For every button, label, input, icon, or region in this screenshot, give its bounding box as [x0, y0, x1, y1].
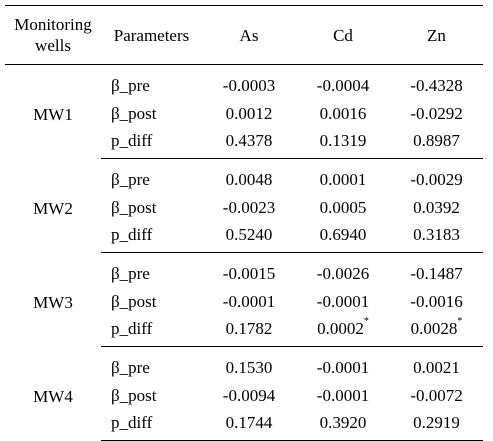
header-monitoring-wells: Monitoring wells [5, 5, 101, 65]
significance-mark: * [457, 316, 463, 327]
cd-cell: 0.0001 [319, 169, 367, 189]
as-cell: 0.0012 [225, 103, 273, 123]
as-cell: 0.1782 [202, 315, 296, 347]
param-cell: p_diff [101, 221, 202, 253]
zn-cell: -0.4328 [410, 75, 463, 95]
header-well-line1: Monitoring [14, 15, 92, 34]
zn-cell: 0.0392 [413, 197, 460, 217]
as-cell: -0.0094 [222, 385, 276, 405]
table-row: MW4 β_pre 0.1530 -0.0001 0.0021 [5, 347, 483, 405]
cd-cell: -0.0026 [316, 263, 370, 283]
as-cell: -0.0003 [222, 75, 276, 95]
param-cell: β_post [111, 385, 157, 405]
cd-cell: -0.0001 [316, 357, 370, 377]
table-row: MW3 β_pre -0.0015 -0.0026 -0.1487 [5, 253, 483, 311]
zn-cell: -0.1487 [410, 263, 463, 283]
cd-cell: 0.0016 [319, 103, 367, 123]
table-row: p_diff 0.4378 0.1319 0.8987 [5, 127, 483, 159]
cd-cell: -0.0001 [316, 385, 370, 405]
as-cell: -0.0001 [222, 291, 276, 311]
cd-cell: 0.6940 [296, 221, 390, 253]
well-label: MW2 [33, 199, 73, 218]
cd-cell: 0.0005 [319, 197, 367, 217]
table-row: MW2 β_pre 0.0048 0.0001 -0.0029 [5, 159, 483, 217]
cd-cell: 0.0002* [296, 315, 390, 347]
cd-cell: -0.0001 [316, 291, 370, 311]
as-cell: 0.4378 [202, 127, 296, 159]
zn-cell: 0.8987 [390, 127, 483, 159]
results-table: Monitoring wells Parameters As Cd Zn MW1… [5, 5, 483, 441]
table-row: p_diff 0.1782 0.0002* 0.0028* [5, 315, 483, 347]
header-cd: Cd [296, 5, 390, 65]
cd-cell: 0.3920 [296, 409, 390, 441]
cd-cell: -0.0004 [316, 75, 370, 95]
zn-cell: -0.0016 [410, 291, 463, 311]
zn-cell: 0.0028* [390, 315, 483, 347]
table-row: MW1 β_pre -0.0003 -0.0004 -0.4328 [5, 65, 483, 124]
as-cell: 0.5240 [202, 221, 296, 253]
header-parameters: Parameters [101, 5, 202, 65]
zn-cell: 0.0021 [413, 357, 460, 377]
zn-cell: -0.0072 [410, 385, 463, 405]
param-cell: β_pre [111, 263, 150, 283]
well-label: MW1 [33, 105, 73, 125]
param-cell: β_post [111, 103, 157, 123]
zn-cell: 0.2919 [390, 409, 483, 441]
table-row: β_post -0.0094 -0.0001 -0.0072 [5, 381, 483, 409]
param-cell: β_pre [111, 75, 150, 95]
as-cell: -0.0023 [222, 197, 276, 217]
header-zn: Zn [390, 5, 483, 65]
zn-cell: 0.3183 [390, 221, 483, 253]
well-label: MW4 [33, 387, 73, 406]
as-cell: 0.1530 [225, 357, 273, 377]
zn-cell: -0.0292 [410, 103, 463, 123]
as-cell: -0.0015 [222, 263, 276, 283]
table-row: β_post 0.0012 0.0016 -0.0292 [5, 99, 483, 127]
param-cell: p_diff [101, 127, 202, 159]
table-row: p_diff 0.5240 0.6940 0.3183 [5, 221, 483, 253]
param-cell: p_diff [101, 315, 202, 347]
zn-value: 0.0028 [410, 319, 458, 338]
param-cell: β_post [111, 197, 157, 217]
table-row: β_post -0.0001 -0.0001 -0.0016 [5, 287, 483, 315]
param-cell: β_pre [111, 357, 150, 377]
as-cell: 0.1744 [202, 409, 296, 441]
header-well-line2: wells [35, 36, 71, 55]
cd-cell: 0.1319 [296, 127, 390, 159]
header-row: Monitoring wells Parameters As Cd Zn [5, 5, 483, 65]
param-cell: β_pre [111, 169, 150, 189]
header-as: As [202, 5, 296, 65]
cd-value: 0.0002 [317, 319, 364, 338]
param-cell: p_diff [101, 409, 202, 441]
param-cell: β_post [111, 291, 157, 311]
as-cell: 0.0048 [225, 169, 273, 189]
table-row: β_post -0.0023 0.0005 0.0392 [5, 193, 483, 221]
well-label: MW3 [33, 293, 73, 312]
zn-cell: -0.0029 [410, 169, 463, 189]
significance-mark: * [363, 316, 369, 327]
